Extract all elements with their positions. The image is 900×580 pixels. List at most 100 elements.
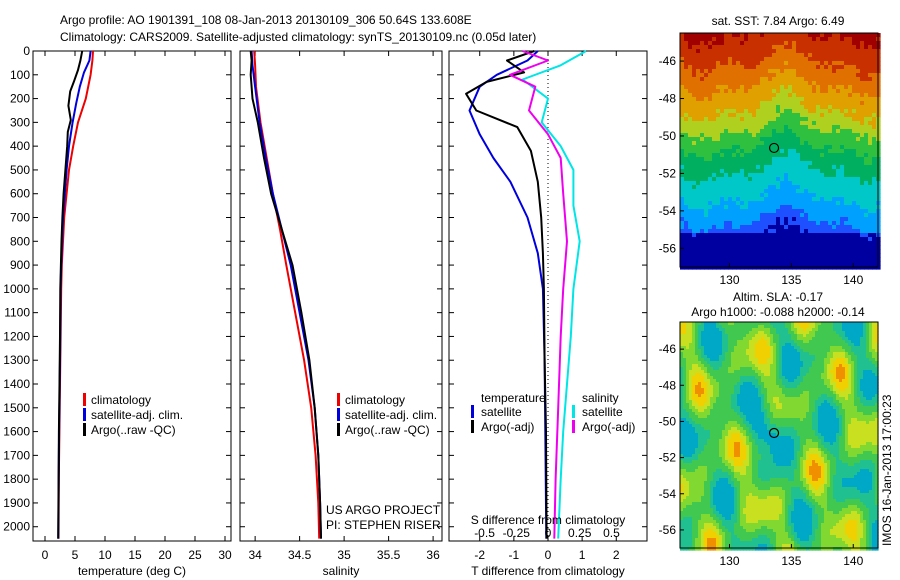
map-cell (844, 145, 849, 150)
map-cell (824, 145, 829, 150)
map-cell (872, 37, 877, 42)
map-cell (680, 322, 684, 326)
map-cell (836, 382, 840, 386)
map-cell (728, 121, 733, 126)
map-cell (832, 249, 837, 254)
map-cell (818, 328, 822, 332)
map-cell (866, 364, 870, 368)
map-cell (688, 133, 693, 138)
map-cell (708, 137, 713, 142)
map-cell (842, 352, 846, 356)
map-cell (821, 400, 825, 404)
map-cell (824, 177, 829, 182)
map-cell (794, 346, 798, 350)
map-cell (776, 41, 781, 46)
map-cell (710, 370, 714, 374)
map-cell (710, 331, 714, 335)
map-cell (744, 165, 749, 170)
map-cell (779, 394, 783, 398)
map-cell (740, 370, 744, 374)
map-cell (700, 149, 705, 154)
map-cell (752, 352, 756, 356)
map-cell (816, 37, 821, 42)
map-cell (746, 337, 750, 341)
map-cell (760, 89, 765, 94)
map-cell (683, 382, 687, 386)
map-cell (744, 253, 749, 258)
map-cell (768, 65, 773, 70)
map-cell (768, 253, 773, 258)
map-cell (720, 81, 725, 86)
map-cell (839, 331, 843, 335)
map-cell (692, 61, 697, 66)
map-cell (782, 361, 786, 365)
map-cell (824, 349, 828, 353)
map-cell (716, 233, 721, 238)
map-cell (833, 325, 837, 329)
map-cell (845, 397, 849, 401)
map-cell (779, 328, 783, 332)
map-cell (696, 45, 701, 50)
map-cell (684, 49, 689, 54)
map-cell (692, 241, 697, 246)
map-cell (821, 322, 825, 326)
map-cell (772, 229, 777, 234)
map-cell (824, 370, 828, 374)
map-cell (839, 391, 843, 395)
map-cell (804, 189, 809, 194)
map-cell (856, 141, 861, 146)
map-cell (716, 121, 721, 126)
map-cell (722, 343, 726, 347)
map-cell (803, 370, 807, 374)
map-cell (828, 61, 833, 66)
map-cell (796, 125, 801, 130)
map-cell (796, 145, 801, 150)
map-cell (857, 343, 861, 347)
map-cell (812, 370, 816, 374)
map-cell (844, 249, 849, 254)
map-cell (836, 257, 841, 262)
map-cell (824, 117, 829, 122)
map-cell (824, 93, 829, 98)
map-cell (756, 205, 761, 210)
map-cell (683, 397, 687, 401)
map-cell (740, 364, 744, 368)
map-cell (780, 201, 785, 206)
map-cell (794, 364, 798, 368)
map-cell (833, 388, 837, 392)
map-cell (864, 149, 869, 154)
map-cell (827, 361, 831, 365)
map-cell (804, 245, 809, 250)
map-cell (869, 325, 873, 329)
map-cell (728, 322, 732, 326)
map-cell (773, 388, 777, 392)
map-cell (776, 57, 781, 62)
map-cell (848, 209, 853, 214)
map-cell (732, 149, 737, 154)
map-cell (732, 169, 737, 174)
map-cell (716, 205, 721, 210)
map-cell (748, 89, 753, 94)
map-cell (752, 241, 757, 246)
map-cell (872, 33, 877, 38)
map-cell (710, 334, 714, 338)
map-cell (854, 373, 858, 377)
map-cell (744, 93, 749, 98)
map-cell (836, 41, 841, 46)
map-cell (704, 97, 709, 102)
map-cell (767, 337, 771, 341)
map-cell (684, 261, 689, 266)
map-cell (848, 173, 853, 178)
map-cell (840, 77, 845, 82)
map-cell (708, 185, 713, 190)
map-cell (808, 181, 813, 186)
map-cell (772, 93, 777, 98)
map-cell (744, 117, 749, 122)
map-cell (796, 121, 801, 126)
map-cell (852, 129, 857, 134)
map-cell (848, 73, 853, 78)
map-cell (856, 221, 861, 226)
map-cell (785, 379, 789, 383)
map-cell (863, 346, 867, 350)
map-cell (782, 376, 786, 380)
